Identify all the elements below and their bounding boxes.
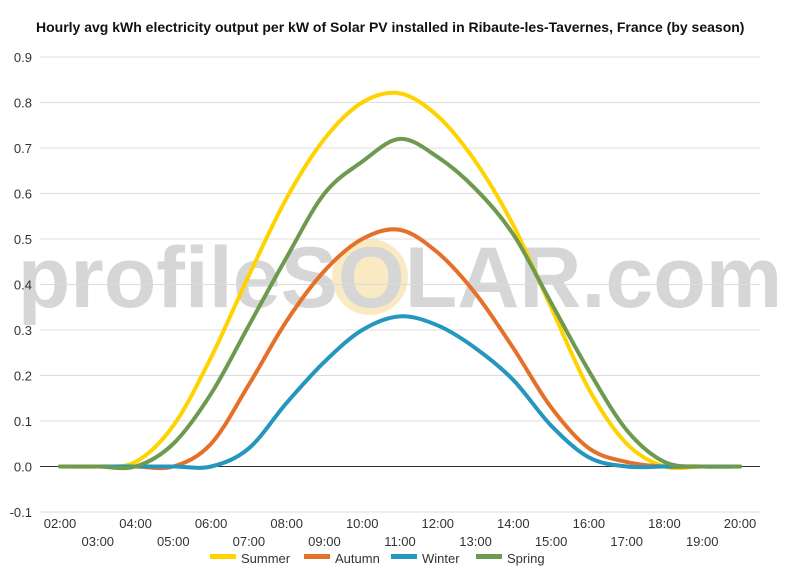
- x-tick-label: 15:00: [535, 534, 568, 549]
- x-tick-label: 12:00: [422, 516, 455, 531]
- y-axis: -0.1 0.0 0.1 0.2 0.3 0.4 0.5 0.6 0.7 0.8 0.9: [10, 50, 32, 520]
- legend-label: Autumn: [335, 551, 380, 566]
- series-lines: [58, 90, 742, 471]
- x-tick-label: 13:00: [459, 534, 492, 549]
- y-tick-label: -0.1: [10, 505, 32, 520]
- legend-item-winter: Winter: [391, 551, 460, 566]
- y-tick-label: 0.5: [14, 232, 32, 247]
- x-tick-label: 11:00: [384, 534, 416, 549]
- y-tick-label: 0.7: [14, 141, 32, 156]
- x-tick-label: 18:00: [648, 516, 681, 531]
- y-tick-label: 0.0: [14, 460, 32, 475]
- series-line-summer: [58, 90, 742, 471]
- y-tick-label: 0.9: [14, 50, 32, 65]
- x-tick-label: 09:00: [308, 534, 341, 549]
- y-tick-label: 0.8: [14, 96, 32, 111]
- chart-title: Hourly avg kWh electricity output per kW…: [36, 19, 745, 35]
- legend-swatch: [304, 554, 330, 559]
- x-tick-label: 14:00: [497, 516, 530, 531]
- y-tick-label: 0.1: [14, 414, 32, 429]
- y-tick-label: 0.2: [14, 369, 32, 384]
- y-tick-label: 0.6: [14, 187, 32, 202]
- x-tick-label: 04:00: [119, 516, 152, 531]
- x-tick-label: 16:00: [573, 516, 606, 531]
- legend: Summer Autumn Winter Spring: [210, 551, 545, 566]
- legend-item-spring: Spring: [476, 551, 545, 566]
- x-tick-label: 07:00: [233, 534, 266, 549]
- x-tick-label: 02:00: [44, 516, 77, 531]
- legend-label: Winter: [422, 551, 460, 566]
- watermark-text: profileSOLAR.com: [18, 230, 783, 326]
- x-tick-label: 10:00: [346, 516, 379, 531]
- legend-swatch: [210, 554, 236, 559]
- x-tick-label: 17:00: [610, 534, 643, 549]
- series-line-winter: [58, 314, 742, 470]
- y-tick-label: 0.4: [14, 278, 32, 293]
- y-tick-label: 0.3: [14, 323, 32, 338]
- x-tick-label: 05:00: [157, 534, 190, 549]
- x-tick-label: 08:00: [270, 516, 303, 531]
- legend-label: Spring: [507, 551, 545, 566]
- legend-swatch: [391, 554, 417, 559]
- x-tick-label: 06:00: [195, 516, 228, 531]
- x-tick-label: 20:00: [724, 516, 757, 531]
- legend-label: Summer: [241, 551, 291, 566]
- watermark-sun: [332, 239, 408, 315]
- x-tick-label: 03:00: [82, 534, 115, 549]
- x-axis: 02:00 03:00 04:00 05:00 06:00 07:00 08:00 09:00…: [44, 516, 757, 549]
- series-line-spring: [58, 136, 742, 471]
- grid-lines: [40, 56, 760, 513]
- legend-swatch: [476, 554, 502, 559]
- legend-item-autumn: Autumn: [304, 551, 380, 566]
- legend-item-summer: Summer: [210, 551, 291, 566]
- x-tick-label: 19:00: [686, 534, 719, 549]
- watermark: profileSOLAR.com: [18, 230, 783, 326]
